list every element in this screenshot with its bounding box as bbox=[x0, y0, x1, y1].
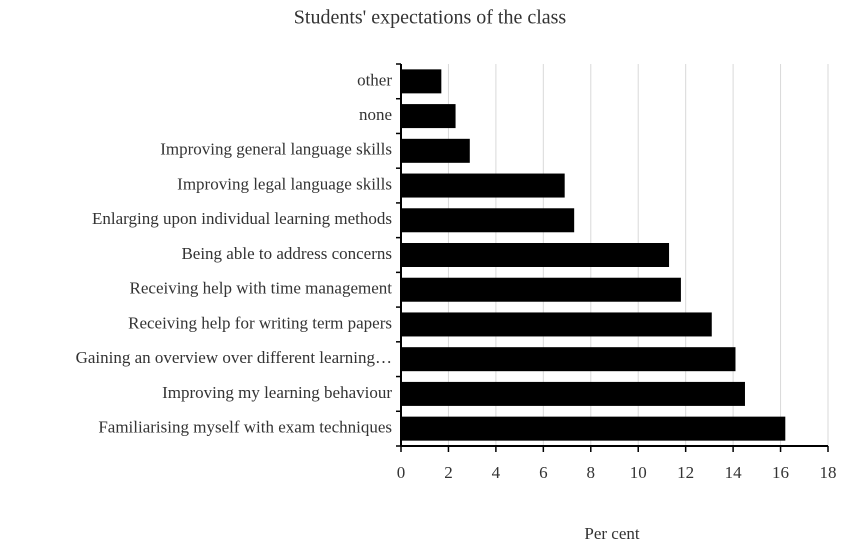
x-tick-label: 4 bbox=[492, 463, 501, 482]
y-tick-label: none bbox=[359, 105, 392, 124]
bar bbox=[401, 69, 442, 94]
y-tick-label: Improving legal language skills bbox=[177, 174, 392, 193]
y-tick-label: Improving general language skills bbox=[160, 140, 392, 159]
y-tick-label: Gaining an overview over different learn… bbox=[76, 348, 392, 367]
bar bbox=[401, 277, 681, 302]
x-tick-label: 0 bbox=[397, 463, 406, 482]
x-tick-label: 10 bbox=[630, 463, 647, 482]
x-tick-label: 14 bbox=[725, 463, 743, 482]
y-tick-label: Familiarising myself with exam technique… bbox=[98, 418, 392, 437]
x-axis-label: Per cent bbox=[584, 524, 640, 543]
chart-title: Students' expectations of the class bbox=[294, 7, 567, 29]
x-tick-label: 6 bbox=[539, 463, 548, 482]
y-tick-label: Receiving help with time management bbox=[130, 279, 393, 298]
y-tick-label: Being able to address concerns bbox=[181, 244, 392, 263]
x-tick-label: 12 bbox=[677, 463, 694, 482]
y-tick-label: other bbox=[357, 70, 392, 89]
y-tick-label: Improving my learning behaviour bbox=[162, 383, 392, 402]
bar bbox=[401, 208, 575, 233]
x-tick-label: 2 bbox=[444, 463, 453, 482]
y-tick-label: Receiving help for writing term papers bbox=[128, 313, 392, 332]
x-tick-label: 18 bbox=[820, 463, 837, 482]
bar bbox=[401, 416, 786, 441]
y-tick-label: Enlarging upon individual learning metho… bbox=[92, 209, 392, 228]
bar bbox=[401, 138, 470, 163]
bar bbox=[401, 243, 670, 267]
bar bbox=[401, 173, 565, 198]
bar bbox=[401, 347, 736, 372]
x-tick-label: 8 bbox=[587, 463, 596, 482]
bar bbox=[401, 312, 712, 337]
bar bbox=[401, 104, 456, 129]
x-tick-label: 16 bbox=[772, 463, 789, 482]
bar bbox=[401, 381, 745, 406]
